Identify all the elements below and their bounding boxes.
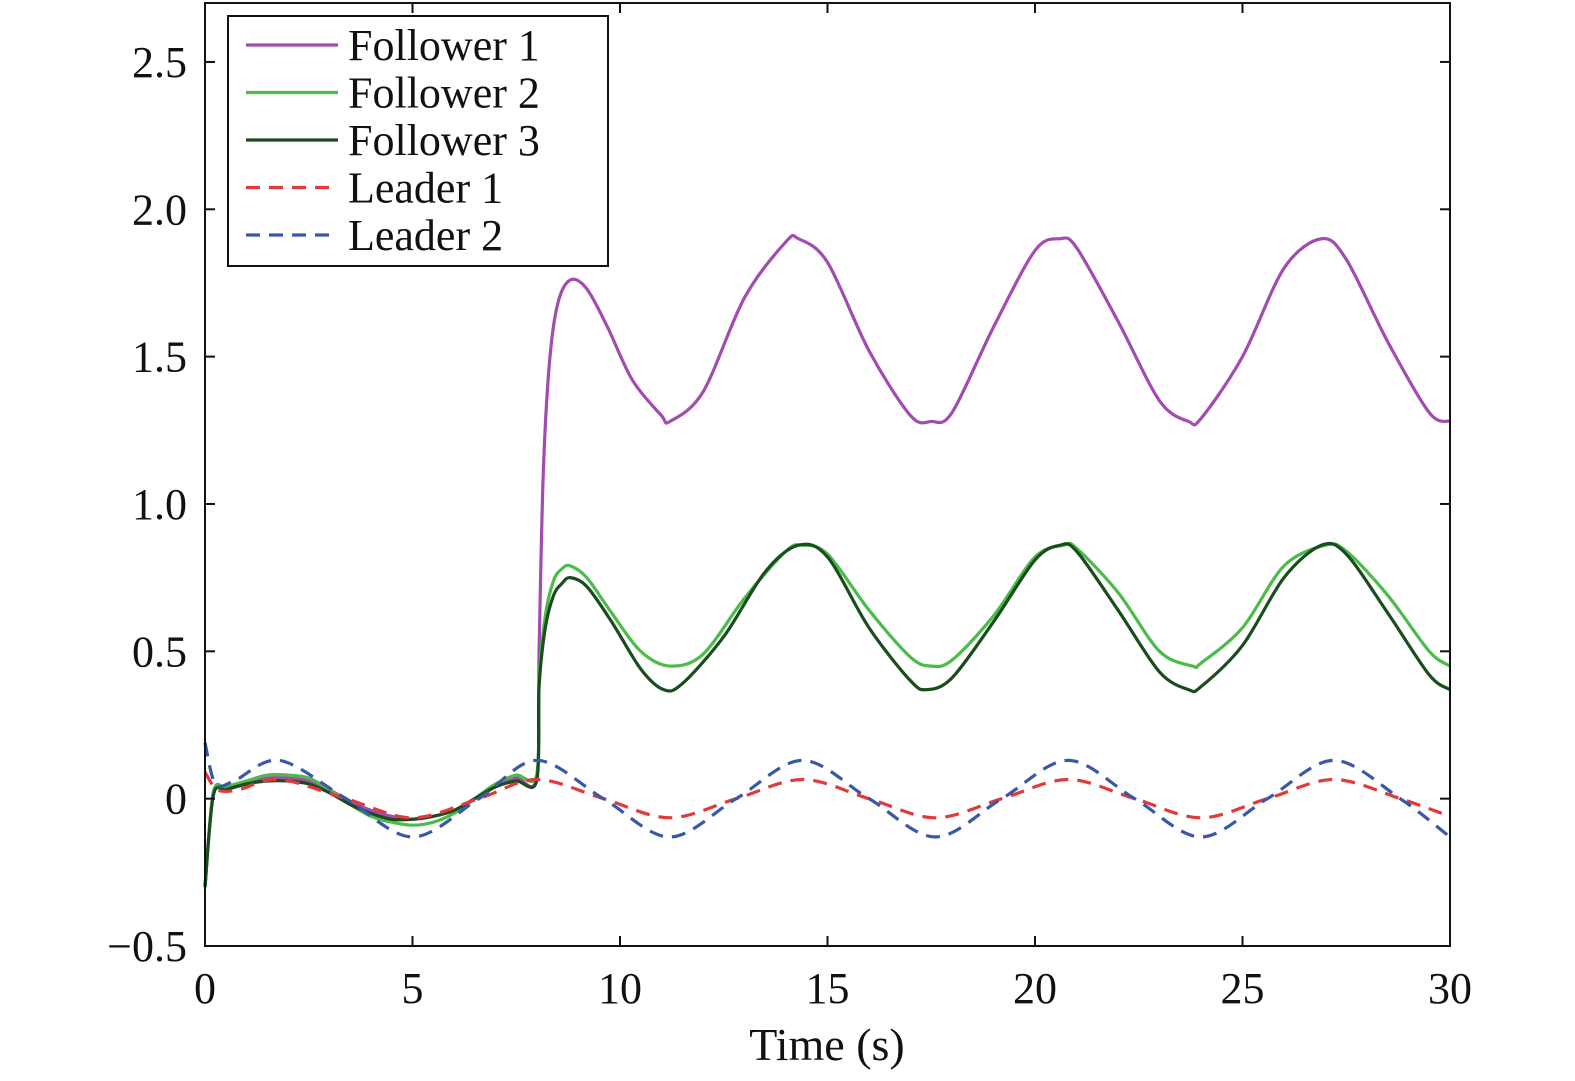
series-line-5 <box>203 742 1451 839</box>
legend-label: Leader 2 <box>348 211 503 260</box>
legend-label: Follower 1 <box>348 21 540 70</box>
y-tick-label: 1.5 <box>132 333 187 382</box>
ticks-layer: 0 5 10 15 20 25 30−0.500.51.01.52.02.5 <box>107 3 1472 1013</box>
x-tick-label: 25 <box>1221 964 1265 1013</box>
y-tick-label: 1.0 <box>132 480 187 529</box>
x-axis-label: Time (s) <box>749 1019 905 1070</box>
x-tick-label: 30 <box>1428 964 1472 1013</box>
y-tick-label: −0.5 <box>107 922 187 971</box>
legend-label: Leader 1 <box>348 164 503 213</box>
legend-label: Follower 3 <box>348 116 540 165</box>
series-line-4 <box>203 771 1451 820</box>
legend-label: Follower 2 <box>348 69 540 118</box>
series-layer <box>203 233 1451 888</box>
x-tick-label: 5 <box>402 964 424 1013</box>
x-tick-label: 20 <box>1013 964 1057 1013</box>
y-tick-label: 0.5 <box>132 627 187 676</box>
y-tick-label: 2.0 <box>132 185 187 234</box>
y-tick-label: 0 <box>165 775 187 824</box>
series-line-3 <box>203 541 1451 888</box>
x-tick-label: 15 <box>806 964 850 1013</box>
series-line-1 <box>203 233 1451 888</box>
x-tick-label: 10 <box>598 964 642 1013</box>
y-tick-label: 2.5 <box>132 38 187 87</box>
x-tick-label: 0 <box>194 964 216 1013</box>
